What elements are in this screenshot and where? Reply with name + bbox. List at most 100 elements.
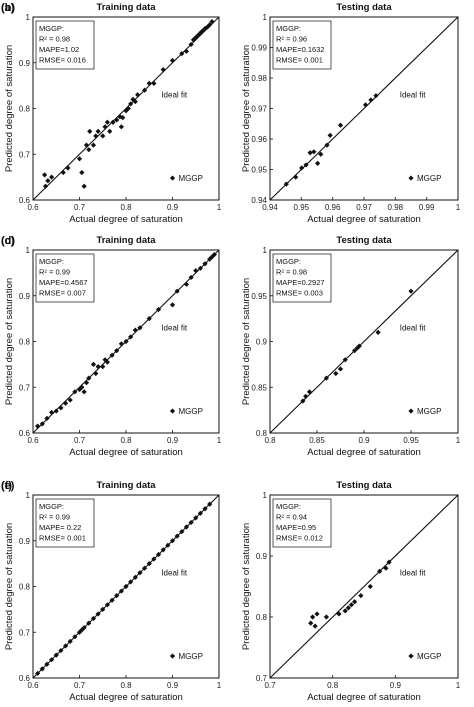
stats-line: MAPE=0.1632: [276, 45, 325, 54]
x-tick-label: 0.9: [167, 203, 179, 212]
data-point: [62, 400, 69, 406]
stats-box: [272, 498, 332, 548]
data-point: [348, 602, 355, 608]
stats-line: RMSE= 0.007: [39, 289, 86, 298]
data-point: [123, 583, 129, 590]
panel-letter: (f): [1, 480, 12, 492]
x-axis-label: Actual degree of saturation: [307, 214, 421, 225]
y-tick-label: 0.7: [19, 628, 31, 637]
data-point: [352, 348, 358, 354]
data-point: [323, 614, 329, 620]
legend-marker: [169, 408, 176, 414]
data-point: [337, 366, 344, 372]
data-point: [155, 551, 162, 558]
data-point: [367, 583, 373, 590]
data-point: [383, 565, 389, 571]
x-tick-label: 1: [456, 203, 461, 212]
x-tick-label: 0.97: [356, 203, 372, 212]
data-point: [358, 593, 364, 599]
data-point: [67, 397, 73, 403]
data-point: [337, 122, 344, 128]
panel-letter: (b): [1, 2, 15, 14]
data-point: [100, 133, 106, 139]
stats-line: R² = 0.99: [39, 513, 70, 522]
data-point: [373, 93, 379, 99]
data-point: [293, 174, 299, 180]
data-point: [342, 608, 348, 614]
data-point: [342, 357, 348, 363]
data-point: [53, 652, 59, 658]
data-point: [310, 614, 316, 620]
x-tick-label: 0.9: [167, 436, 179, 445]
y-tick-label: 1: [263, 13, 268, 22]
stats-line: MGGP:: [39, 502, 64, 511]
data-point: [118, 588, 124, 594]
x-axis-label: Actual degree of saturation: [69, 214, 183, 225]
legend-marker: [408, 175, 414, 181]
y-tick-label: 1: [26, 246, 31, 255]
legend-label: MGGP: [417, 407, 441, 416]
y-axis-label: Predicted degree of saturation: [241, 523, 252, 650]
data-point: [408, 288, 414, 294]
stats-line: R² = 0.94: [276, 513, 307, 522]
legend-marker: [408, 653, 414, 659]
x-tick-label: 0.8: [264, 436, 276, 445]
legend-label: MGGP: [179, 174, 203, 183]
data-point: [354, 345, 361, 351]
y-tick-label: 0.9: [19, 292, 31, 301]
data-point: [86, 620, 92, 626]
data-point: [207, 22, 213, 28]
data-point: [183, 48, 190, 54]
y-tick-label: 0.97: [251, 105, 267, 114]
x-tick-label: 0.99: [419, 203, 435, 212]
chart-title: Training data: [96, 480, 156, 491]
data-point: [93, 370, 99, 377]
data-point: [299, 165, 305, 171]
stats-line: MGGP:: [276, 502, 301, 511]
chart-panel-3: (c) Training data 0.6 0.7 0.8 0.9 1 0.6 0.7 0.8 0.…: [1, 235, 222, 458]
data-point: [123, 338, 129, 345]
data-point: [307, 150, 313, 156]
x-axis-label: Actual degree of saturation: [307, 692, 421, 703]
data-point: [81, 183, 87, 189]
chart-panel-6: (f) Testing data 0.7 0.8 0.9 1 0.7 0.8 0.9 1 Actua…: [1, 480, 461, 703]
stats-line: RMSE= 0.016: [39, 56, 86, 65]
data-point: [169, 57, 176, 64]
data-point: [39, 421, 45, 427]
plot-frame: [269, 494, 459, 679]
data-point: [160, 67, 166, 73]
stats-line: MAPE= 0.22: [39, 523, 81, 532]
data-point: [79, 169, 85, 176]
data-point: [58, 647, 64, 654]
x-axis-label: Actual degree of saturation: [69, 692, 183, 703]
data-point: [137, 570, 143, 576]
data-point: [125, 105, 131, 112]
y-axis-label: Predicted degree of saturation: [4, 523, 15, 650]
x-tick-label: 0.7: [264, 681, 276, 690]
data-point: [118, 341, 124, 347]
panel-letter: (a): [1, 2, 15, 14]
stats-box: [272, 253, 332, 303]
ideal-fit-line: [269, 249, 459, 434]
data-point: [368, 97, 374, 103]
stats-line: R² = 0.98: [39, 35, 70, 44]
data-point: [204, 24, 210, 30]
y-tick-label: 0.95: [251, 292, 267, 301]
chart-panel-5: (e) Training data 0.6 0.7 0.8 0.9 1 0.6 0.7 0.8 0.…: [1, 480, 222, 703]
x-axis-label: Actual degree of saturation: [307, 447, 421, 458]
data-point: [128, 579, 134, 585]
ideal-fit-line: [269, 494, 459, 679]
stats-line: MAPE=0.2927: [276, 278, 325, 287]
data-point: [202, 506, 208, 512]
data-point: [62, 643, 69, 649]
data-point: [65, 165, 71, 171]
y-tick-label: 1: [263, 491, 268, 500]
data-point: [81, 389, 87, 395]
data-point: [303, 393, 309, 399]
stats-box: [35, 498, 95, 548]
data-point: [315, 160, 321, 166]
ideal-fit-label: Ideal fit: [400, 91, 427, 100]
x-tick-label: 0.8: [327, 681, 339, 690]
data-point: [197, 30, 203, 36]
x-tick-label: 0.94: [262, 203, 278, 212]
